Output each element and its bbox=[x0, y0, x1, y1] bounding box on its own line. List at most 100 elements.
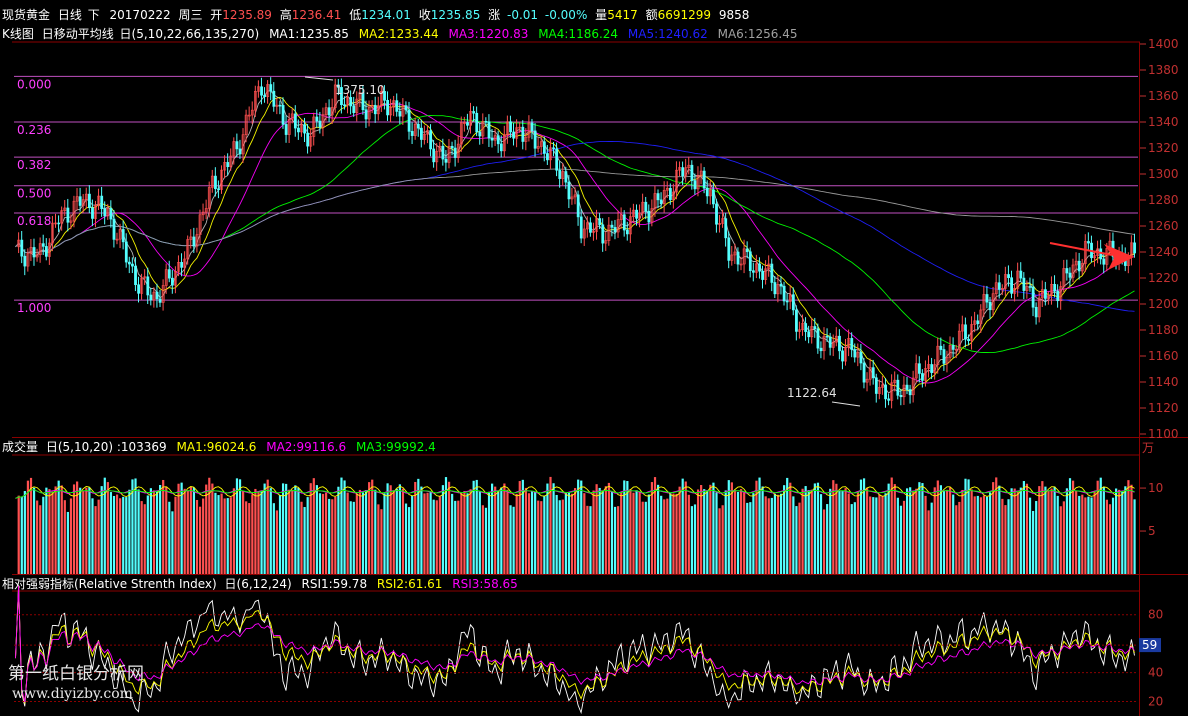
fibonacci-lines[interactable]: 0.000 0.236 0.382 0.500 0.618 1.000 bbox=[14, 75, 1138, 315]
volume-bar bbox=[998, 485, 1001, 574]
volume-bar bbox=[26, 480, 30, 574]
volume-bar bbox=[1007, 499, 1010, 574]
rsi-title[interactable]: 相对强弱指标(Relative Strenth Index) bbox=[2, 577, 217, 591]
ma-legend: K线图 日移动平均线 日(5,10,22,66,135,270) MA1:123… bbox=[2, 26, 797, 42]
volume-bar bbox=[598, 487, 601, 574]
volume-bar bbox=[703, 489, 706, 574]
volume-bar bbox=[383, 493, 386, 574]
volume-bar bbox=[755, 480, 758, 574]
candle-body bbox=[530, 122, 534, 132]
candle-body bbox=[838, 335, 841, 352]
volume-bar bbox=[460, 493, 463, 574]
volume-bar bbox=[872, 497, 875, 574]
volume-bar bbox=[364, 490, 368, 574]
candle-body bbox=[911, 377, 915, 396]
candle-body bbox=[63, 207, 67, 212]
candle-body bbox=[552, 147, 555, 150]
volume-bar bbox=[583, 493, 586, 574]
volume-bar bbox=[417, 478, 420, 574]
candle-body bbox=[367, 107, 371, 120]
volume-bar bbox=[1047, 491, 1050, 574]
candle-body bbox=[192, 236, 196, 247]
volume-bar bbox=[1044, 486, 1047, 574]
volume-bar bbox=[1016, 491, 1019, 574]
volume-bar bbox=[810, 489, 813, 574]
candle-body bbox=[518, 126, 522, 129]
volume-bar bbox=[552, 483, 555, 574]
volume-bar bbox=[361, 492, 365, 574]
volume-bar bbox=[321, 493, 325, 574]
candle-body bbox=[340, 87, 343, 106]
volume-bar bbox=[51, 491, 54, 574]
candle-body bbox=[146, 276, 150, 296]
candle-body bbox=[66, 207, 70, 223]
ma-indicator-name[interactable]: 日移动平均线 bbox=[41, 27, 114, 41]
amount-label: 额 bbox=[645, 8, 658, 22]
candle-body bbox=[647, 210, 651, 223]
candle-body bbox=[17, 239, 21, 248]
candle-body bbox=[229, 155, 233, 167]
open-value: 1235.89 bbox=[222, 8, 272, 22]
candle-body bbox=[773, 282, 777, 295]
volume-bar bbox=[1111, 497, 1115, 574]
ma6-line bbox=[15, 168, 1135, 254]
volume-bar bbox=[208, 477, 211, 574]
volume-bar bbox=[604, 486, 607, 574]
volume-value: 5417 bbox=[607, 8, 638, 22]
volume-bar bbox=[389, 485, 392, 574]
volume-title[interactable]: 成交量 bbox=[2, 440, 39, 454]
volume-bar bbox=[266, 479, 269, 574]
volume-bar bbox=[672, 493, 675, 574]
volume-bar bbox=[346, 492, 349, 574]
kline-title[interactable]: K线图 bbox=[2, 27, 34, 41]
volume-bar bbox=[76, 481, 79, 574]
volume-bar bbox=[859, 479, 863, 574]
volume-bar bbox=[927, 510, 930, 574]
volume-bar bbox=[32, 487, 36, 574]
candle-body bbox=[1028, 286, 1032, 288]
candle-body bbox=[610, 224, 614, 228]
volume-bar bbox=[1127, 480, 1130, 574]
candle-body bbox=[841, 350, 844, 362]
candle-body bbox=[20, 239, 24, 257]
volume-bar bbox=[564, 493, 567, 574]
candle-body bbox=[438, 145, 442, 152]
candle-body bbox=[638, 212, 642, 219]
candle-body bbox=[290, 113, 294, 120]
candle-body bbox=[902, 384, 906, 398]
candle-body bbox=[933, 364, 937, 374]
volume-bar bbox=[512, 506, 515, 574]
symbol-name[interactable]: 现货黄金 bbox=[2, 8, 51, 22]
price-tick-label: 1100 bbox=[1148, 427, 1179, 441]
candle-body bbox=[109, 208, 113, 220]
high-label: 高 bbox=[279, 8, 292, 22]
candle-body bbox=[432, 148, 436, 163]
volume-bar bbox=[779, 493, 783, 574]
ma3-value: MA3:1220.83 bbox=[448, 27, 529, 41]
volume-bar bbox=[1087, 496, 1090, 574]
volume-ma-line bbox=[15, 489, 1135, 499]
candle-body bbox=[1056, 290, 1060, 302]
price-tick-label: 1240 bbox=[1148, 245, 1179, 259]
volume-bar bbox=[423, 493, 426, 574]
volume-bar bbox=[921, 483, 924, 574]
volume-bar bbox=[392, 490, 395, 574]
candle-body bbox=[567, 181, 571, 200]
candle-body bbox=[690, 164, 694, 181]
volume-bar bbox=[875, 497, 878, 574]
candle-body bbox=[312, 116, 316, 137]
period-label[interactable]: 日线 bbox=[57, 8, 82, 22]
candle-body bbox=[1074, 260, 1078, 266]
volume-bar bbox=[1068, 478, 1072, 574]
volume-bar bbox=[303, 507, 306, 574]
candle-body bbox=[75, 196, 79, 202]
volume-bar bbox=[832, 480, 835, 574]
volume-bar bbox=[721, 505, 724, 574]
volume-bar bbox=[1075, 490, 1078, 574]
volume-bar bbox=[706, 490, 709, 574]
candle-body bbox=[121, 229, 125, 243]
candle-body bbox=[761, 270, 765, 280]
trend-arrow[interactable] bbox=[1049, 242, 1134, 270]
volume-bar bbox=[995, 477, 998, 574]
